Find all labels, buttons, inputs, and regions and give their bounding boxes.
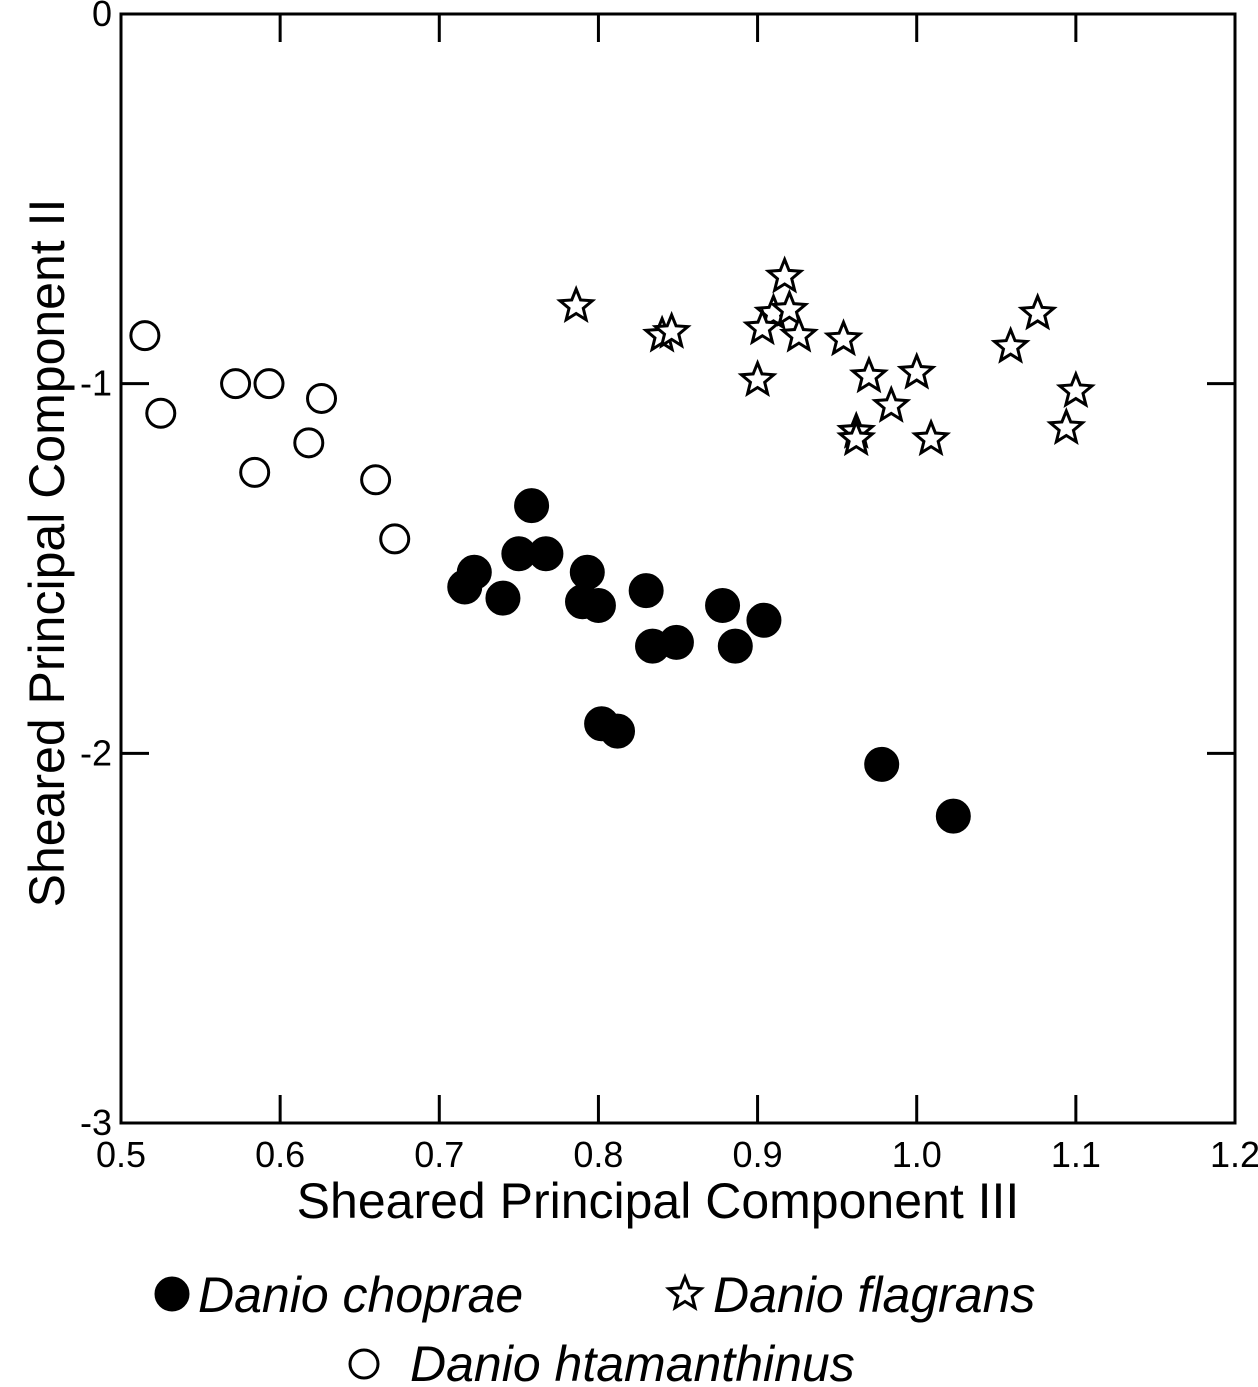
data-point-filled-circle-marker xyxy=(600,713,636,749)
y-tick-label: -3 xyxy=(80,1102,112,1143)
legend-marker xyxy=(348,1348,380,1380)
x-tick-label: 0.7 xyxy=(414,1134,464,1175)
legend-label: Danio choprae xyxy=(198,1267,523,1323)
data-point-open-circle-marker xyxy=(253,368,285,400)
legend-item: Danio flagrans xyxy=(665,1267,1035,1323)
data-point-open-circle-marker xyxy=(145,397,177,429)
data-point-open-circle-marker xyxy=(306,382,338,414)
x-tick-label: 1.0 xyxy=(892,1134,942,1175)
data-point-star-marker xyxy=(742,307,783,346)
data-point-star-marker xyxy=(848,355,889,394)
legend-item: Danio choprae xyxy=(154,1267,523,1323)
legend-label: Danio htamanthinus xyxy=(410,1336,855,1387)
data-point-star-marker xyxy=(823,318,864,357)
data-point-filled-circle-marker xyxy=(705,587,741,623)
data-point-star-marker xyxy=(911,418,952,457)
data-point-open-circle-marker xyxy=(129,320,161,352)
legend-item: Danio htamanthinus xyxy=(348,1336,855,1387)
y-tick-label: -1 xyxy=(80,363,112,404)
data-point-star-marker xyxy=(896,351,937,390)
data-point-filled-circle-marker xyxy=(935,798,971,834)
legend-marker xyxy=(665,1272,705,1311)
data-point-open-circle-marker xyxy=(293,427,325,459)
plot-frame xyxy=(119,12,1237,1125)
y-tick-label: 0 xyxy=(92,0,112,34)
data-point-filled-circle-marker xyxy=(528,536,564,572)
data-point-star-marker xyxy=(1055,370,1096,409)
data-point-filled-circle-marker xyxy=(628,573,664,609)
data-point-star-marker xyxy=(836,418,877,457)
legend: Danio choprae Danio flagrans Danio htamant… xyxy=(154,1267,1035,1387)
data-point-filled-circle-marker xyxy=(580,587,616,623)
data-point-open-circle-marker xyxy=(360,464,392,496)
data-point-filled-circle-marker xyxy=(746,602,782,638)
data-point-filled-circle-marker xyxy=(717,628,753,664)
x-tick-label: 1.1 xyxy=(1051,1134,1101,1175)
data-point-star-marker xyxy=(990,325,1031,364)
y-tick-label: -2 xyxy=(80,732,112,773)
data-point-filled-circle-marker xyxy=(658,624,694,660)
data-point-star-marker xyxy=(764,255,805,294)
data-point-filled-circle-marker xyxy=(569,554,605,590)
x-tick-label: 0.6 xyxy=(255,1134,305,1175)
x-tick-label: 1.2 xyxy=(1210,1134,1258,1175)
legend-label: Danio flagrans xyxy=(713,1267,1035,1323)
data-point-filled-circle-marker xyxy=(485,580,521,616)
legend-marker xyxy=(154,1276,190,1312)
data-point-star-marker xyxy=(769,288,810,327)
data-point-open-circle-marker xyxy=(379,523,411,555)
x-axis-title: Sheared Principal Component III xyxy=(297,1173,1020,1229)
data-point-star-marker xyxy=(737,358,778,397)
x-tick-label: 0.5 xyxy=(96,1134,146,1175)
x-tick-label: 0.9 xyxy=(733,1134,783,1175)
data-point-star-marker xyxy=(556,285,597,324)
x-tick-label: 0.8 xyxy=(573,1134,623,1175)
data-point-filled-circle-marker xyxy=(447,569,483,605)
data-point-open-circle-marker xyxy=(220,368,252,400)
data-point-star-marker xyxy=(1017,292,1058,331)
data-point-filled-circle-marker xyxy=(864,746,900,782)
data-point-star-marker xyxy=(871,384,912,423)
y-axis-title: Sheared Principal Component II xyxy=(19,199,75,908)
data-point-filled-circle-marker xyxy=(514,488,550,524)
data-point-star-marker xyxy=(778,314,819,353)
data-point-star-marker xyxy=(651,310,692,349)
data-point-open-circle-marker xyxy=(239,456,271,488)
data-point-star-marker xyxy=(1046,407,1087,446)
